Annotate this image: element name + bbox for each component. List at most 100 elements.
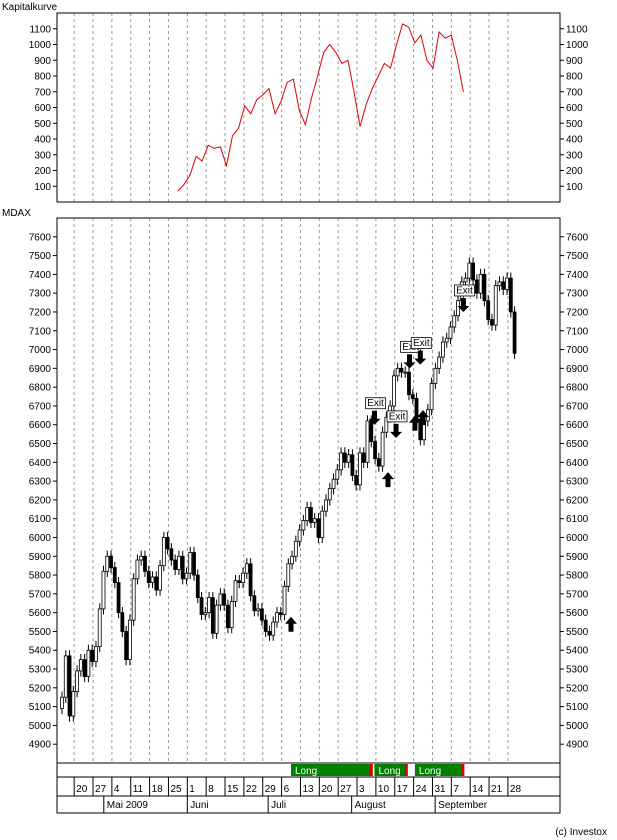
day-label: 4 <box>114 784 120 795</box>
candle <box>271 616 276 641</box>
position-long: Long <box>374 764 408 777</box>
y-tick-label-right: 6400 <box>566 458 589 469</box>
candle <box>78 654 83 677</box>
candle-body <box>474 279 479 294</box>
candle <box>116 576 121 619</box>
mdax-y-axis: 4900 4900 5000 5000 5100 5100 5200 5200 5300 5300… <box>29 232 589 750</box>
candle <box>361 447 366 468</box>
exit-label: Exit <box>389 411 406 422</box>
mdax-grid <box>73 218 509 763</box>
candle-body <box>94 646 98 662</box>
candle-body <box>63 655 68 698</box>
y-tick-label-right: 500 <box>566 119 583 130</box>
month-label: September <box>438 800 488 811</box>
candle <box>252 590 257 617</box>
candle-body <box>342 452 347 463</box>
candle <box>433 362 438 390</box>
candle-body <box>301 520 306 531</box>
candle-body <box>256 608 261 612</box>
y-tick-label-left: 7200 <box>29 307 52 318</box>
candle <box>222 588 227 611</box>
candle <box>199 591 204 621</box>
candle <box>293 535 298 562</box>
candle-body <box>282 585 287 615</box>
candle <box>248 558 253 602</box>
y-tick-label-right: 6700 <box>566 401 589 412</box>
candle-body <box>244 563 249 574</box>
candle <box>354 469 359 491</box>
candle-body <box>380 431 385 467</box>
candle-body <box>278 612 283 615</box>
y-tick-label-right: 6600 <box>566 420 589 431</box>
candle-body <box>456 300 460 317</box>
day-label: 24 <box>416 784 428 795</box>
exit-signal-arrow <box>403 354 416 369</box>
candle <box>410 389 415 405</box>
y-tick-label-left: 5300 <box>29 665 52 676</box>
candle <box>493 280 498 331</box>
candle <box>139 550 144 566</box>
candle-body <box>184 572 189 580</box>
candle-body <box>493 285 498 326</box>
y-tick-label-left: 5800 <box>29 571 52 582</box>
candle <box>486 295 491 326</box>
candle <box>244 558 249 579</box>
candle-body <box>139 555 144 561</box>
y-tick-label-right: 5200 <box>566 683 589 694</box>
candle <box>188 546 193 579</box>
y-tick-label-right: 7000 <box>566 345 589 356</box>
candle <box>482 268 487 307</box>
y-tick-label-left: 200 <box>34 166 51 177</box>
y-tick-label-right: 600 <box>566 103 583 114</box>
position-label: Long <box>419 766 441 777</box>
candle-body <box>497 281 502 287</box>
day-label: 15 <box>227 784 239 795</box>
candle <box>305 501 310 527</box>
candle-body <box>109 555 113 568</box>
exit-signal-arrow <box>414 350 427 365</box>
candle-body <box>161 537 166 567</box>
month-label: Juni <box>190 800 208 811</box>
candle-body <box>324 499 328 512</box>
candle-body <box>486 300 491 320</box>
candle-body <box>199 597 204 615</box>
y-tick-label-right: 7300 <box>566 289 589 300</box>
candle-body <box>392 375 396 407</box>
candle <box>241 567 245 589</box>
candle-body <box>395 367 400 377</box>
day-label: 14 <box>472 784 484 795</box>
y-tick-label-right: 5300 <box>566 665 589 676</box>
candle <box>350 449 355 482</box>
candle <box>403 366 408 378</box>
candle-body <box>316 518 321 538</box>
day-label: 6 <box>284 784 290 795</box>
exit-label: Exit <box>367 398 384 409</box>
exit-signal-arrow <box>457 297 470 312</box>
y-tick-label-left: 5700 <box>29 589 52 600</box>
candle <box>327 482 332 506</box>
candle <box>267 625 272 641</box>
candle <box>161 531 166 572</box>
candle-body <box>248 563 253 597</box>
candle <box>124 625 129 666</box>
candle-body <box>346 454 351 463</box>
candle-body <box>210 597 215 634</box>
equity-panel-frame <box>56 12 561 203</box>
candle <box>165 531 170 555</box>
day-label: 17 <box>397 784 409 795</box>
candle-body <box>505 277 509 290</box>
candle-body <box>82 659 87 677</box>
candle <box>263 614 268 638</box>
candle <box>233 575 238 608</box>
candle-body <box>286 563 291 587</box>
candle <box>365 415 370 468</box>
candle-body <box>252 595 257 612</box>
y-tick-label-right: 300 <box>566 150 583 161</box>
candle-body <box>86 649 91 677</box>
candle-body <box>169 548 174 561</box>
y-tick-label-left: 6200 <box>29 495 52 506</box>
candle <box>101 565 106 615</box>
exit-label: Exit <box>456 285 473 296</box>
y-tick-label-right: 700 <box>566 87 583 98</box>
candle <box>505 272 509 296</box>
